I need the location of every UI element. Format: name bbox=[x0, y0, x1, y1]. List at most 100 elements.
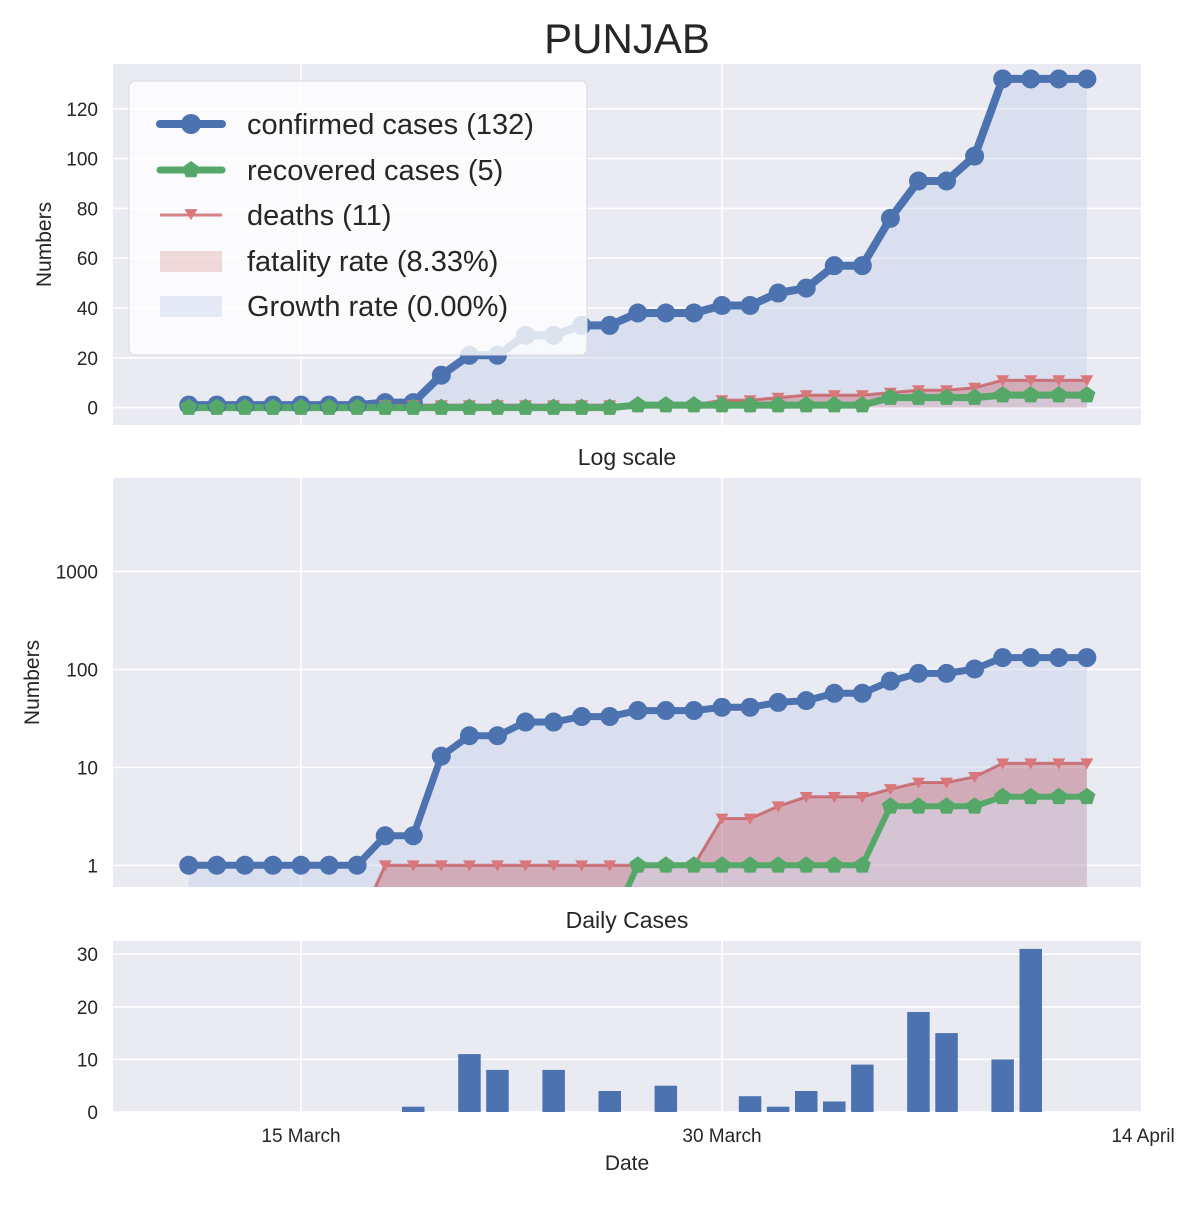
legend-item-deaths: deaths (11) bbox=[160, 200, 392, 232]
data-point bbox=[1052, 375, 1066, 387]
y-axis-label: Numbers bbox=[33, 202, 56, 287]
data-point bbox=[575, 860, 589, 872]
data-point bbox=[741, 856, 759, 873]
data-point bbox=[264, 398, 282, 415]
data-point bbox=[629, 856, 647, 873]
data-point bbox=[182, 922, 195, 933]
data-point bbox=[600, 707, 620, 727]
data-point bbox=[1024, 375, 1038, 387]
data-point bbox=[319, 855, 339, 875]
data-point bbox=[715, 813, 729, 825]
data-point bbox=[266, 922, 279, 933]
data-point bbox=[1080, 758, 1094, 770]
data-point bbox=[573, 398, 591, 415]
data-point bbox=[1078, 386, 1096, 403]
data-point bbox=[827, 390, 841, 402]
data-point bbox=[459, 726, 479, 746]
data-point bbox=[968, 771, 982, 784]
data-point bbox=[855, 791, 869, 803]
data-point bbox=[1049, 69, 1069, 89]
data-point bbox=[545, 398, 563, 415]
data-point bbox=[348, 398, 366, 415]
data-point bbox=[799, 390, 813, 402]
legend: confirmed cases (132) recovered cases (5)… bbox=[128, 80, 588, 356]
data-point bbox=[235, 855, 255, 875]
data-point bbox=[740, 697, 760, 717]
data-point bbox=[406, 860, 420, 872]
data-point bbox=[208, 398, 226, 415]
y-tick-label: 40 bbox=[77, 299, 98, 320]
data-point bbox=[180, 398, 198, 415]
data-point bbox=[1024, 758, 1038, 770]
data-point bbox=[796, 278, 816, 298]
data-point bbox=[853, 856, 871, 873]
legend-item-confirmed: confirmed cases (132) bbox=[156, 109, 534, 141]
y-tick-label: 0 bbox=[87, 1103, 98, 1124]
growth-rate-fill bbox=[188, 657, 1087, 887]
y-tick-label: 100 bbox=[66, 150, 98, 171]
data-point bbox=[827, 791, 841, 803]
data-point bbox=[853, 396, 871, 413]
legend-label: fatality rate (8.33%) bbox=[247, 246, 498, 278]
data-point bbox=[994, 386, 1012, 403]
data-point bbox=[741, 396, 759, 413]
daily-bar bbox=[542, 1069, 565, 1112]
data-point bbox=[993, 69, 1013, 89]
legend-item-recovered: recovered cases (5) bbox=[156, 155, 503, 187]
data-point bbox=[880, 671, 900, 691]
y-axis-label: Numbers bbox=[21, 640, 44, 725]
daily-bar bbox=[851, 1064, 874, 1112]
daily-bar bbox=[795, 1091, 818, 1112]
data-point bbox=[908, 663, 928, 683]
data-point bbox=[291, 855, 311, 875]
plot-area bbox=[113, 941, 1141, 1112]
data-point bbox=[236, 398, 254, 415]
data-point bbox=[1049, 648, 1069, 668]
data-point bbox=[210, 922, 223, 933]
legend-item-fatality: fatality rate (8.33%) bbox=[160, 246, 498, 278]
data-point bbox=[993, 648, 1013, 668]
daily-bar bbox=[654, 1085, 678, 1112]
data-point bbox=[965, 659, 985, 679]
data-point bbox=[797, 396, 815, 413]
data-point bbox=[516, 712, 536, 732]
data-point bbox=[684, 701, 704, 721]
data-point bbox=[263, 855, 283, 875]
fatality-rate-fill bbox=[375, 763, 1087, 887]
data-point bbox=[1078, 787, 1096, 805]
data-point bbox=[181, 114, 201, 134]
data-point bbox=[544, 712, 564, 732]
data-point bbox=[376, 398, 394, 415]
data-point bbox=[911, 777, 925, 789]
y-tick-label: 30 bbox=[77, 945, 98, 966]
data-point bbox=[908, 171, 928, 191]
y-tick-label: 10 bbox=[77, 1050, 98, 1071]
y-tick-label: 100 bbox=[66, 660, 98, 681]
data-point bbox=[799, 791, 813, 803]
data-point bbox=[796, 691, 816, 711]
data-point bbox=[1050, 787, 1068, 805]
x-tick-label: 30 March bbox=[682, 1126, 761, 1147]
data-point bbox=[938, 388, 956, 405]
plot-area bbox=[113, 478, 1141, 887]
daily-bar bbox=[766, 1106, 790, 1112]
data-point bbox=[1052, 758, 1066, 770]
data-point bbox=[824, 256, 844, 276]
data-point bbox=[603, 860, 617, 872]
data-point bbox=[461, 918, 478, 934]
legend-item-growth: Growth rate (0.00%) bbox=[160, 291, 508, 323]
daily-bar bbox=[823, 1101, 846, 1112]
data-point bbox=[938, 797, 956, 814]
data-point bbox=[712, 295, 732, 315]
data-point bbox=[712, 697, 732, 717]
data-point bbox=[968, 382, 982, 394]
data-point bbox=[768, 692, 788, 712]
data-point bbox=[295, 922, 308, 933]
data-point bbox=[629, 396, 647, 413]
data-point bbox=[996, 375, 1010, 387]
data-point bbox=[323, 922, 336, 933]
legend-box bbox=[128, 80, 588, 356]
data-point bbox=[432, 398, 450, 415]
